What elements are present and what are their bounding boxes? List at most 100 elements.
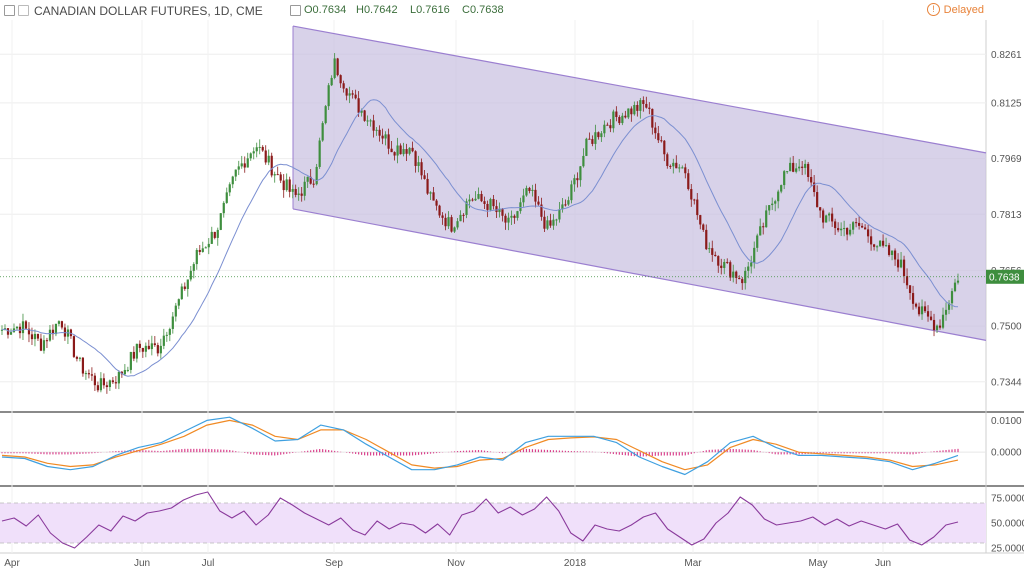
candle-body [135,343,138,359]
candle-body [237,166,240,170]
candle-body [390,148,393,153]
candle-body [225,192,228,203]
candle-body [117,371,120,384]
candle-body [603,124,606,134]
price-tick-label: 0.7813 [991,210,1022,221]
candle-body [690,189,693,200]
candle-body [828,213,831,216]
time-tick-label: Jun [875,558,891,569]
delayed-status[interactable]: Delayed [943,4,984,16]
candle-body [522,195,525,203]
candle-body [561,204,564,210]
candle-body [564,204,567,206]
candle-body [549,220,552,226]
candle-body [153,343,156,346]
candle-body [207,243,210,248]
candle-body [893,250,897,260]
candle-body [420,162,423,176]
candle-body [947,303,951,310]
expand-icon[interactable] [4,5,15,16]
candle-body [645,103,648,108]
candle-body [896,259,900,268]
collapse-icon[interactable] [18,5,29,16]
candle-body [405,149,408,154]
candle-body [597,132,600,138]
price-tick-label: 0.7500 [991,322,1022,333]
candle-body [804,163,807,168]
time-tick-label: Apr [4,558,20,569]
high-value: H0.7642 [356,4,398,16]
candle-body [768,205,771,211]
candle-body [492,199,495,207]
candle-body [234,169,237,177]
candle-body [666,154,669,166]
candle-body [783,171,786,186]
candle-body [243,163,246,168]
candle-body [270,155,273,176]
candle-body [408,147,411,154]
candle-body [687,173,690,190]
candle-body [858,222,861,226]
candle-body [378,129,381,136]
candle-body [213,231,216,238]
candle-body [938,325,942,328]
candle-body [9,332,13,335]
candle-body [669,165,672,167]
candle-body [920,306,924,315]
rsi-band [0,503,986,543]
candle-body [177,299,180,306]
candle-body [696,199,699,216]
candle-body [441,215,444,218]
candle-body [471,199,474,201]
candle-body [570,184,573,201]
candle-body [48,329,52,341]
price-tick-label: 0.7969 [991,154,1022,165]
candle-body [201,248,204,252]
candle-body [477,193,480,199]
close-value: C0.7638 [462,4,504,16]
candle-body [264,150,267,163]
candle-body [321,123,324,141]
candle-body [813,182,816,193]
candle-body [159,345,162,354]
candle-body [36,333,40,339]
last-price-label: 0.7638 [989,272,1020,283]
candle-body [675,162,678,169]
candle-body [147,345,150,350]
clock-icon: ! [927,3,940,16]
candle-body [345,88,348,96]
candle-body [435,200,438,206]
candle-body [510,215,513,218]
candle-body [944,309,948,315]
candle-body [327,85,330,107]
candle-body [657,133,660,141]
candle-body [525,187,528,196]
candle-body [606,124,609,126]
candle-body [189,270,192,280]
candle-body [702,224,705,230]
eye-icon[interactable] [290,5,301,16]
candle-body [735,271,738,278]
candle-body [819,207,822,211]
candle-body [747,266,750,271]
candle-body [318,140,321,167]
candle-body [744,270,747,284]
candle-body [953,282,957,292]
candle-body [78,357,82,359]
candle-body [941,314,945,328]
candle-body [929,316,933,320]
candle-body [438,205,441,216]
candle-body [75,356,79,359]
candle-body [459,214,462,222]
candle-body [624,115,627,118]
candle-body [108,380,111,388]
candle-body [914,303,918,307]
candle-body [180,286,183,300]
candle-body [866,229,870,237]
candle-body [807,163,810,177]
candle-body [258,146,261,148]
candle-body [618,117,621,124]
candle-body [708,248,711,250]
candle-body [507,217,510,223]
